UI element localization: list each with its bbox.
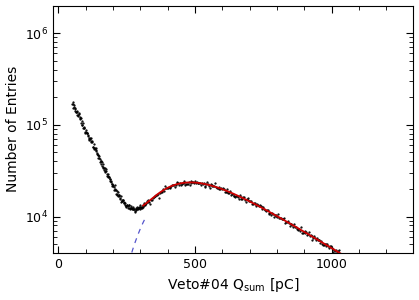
Y-axis label: Number of Entries: Number of Entries — [5, 66, 20, 192]
X-axis label: Veto#04 Q$_{\mathrm{sum}}$ [pC]: Veto#04 Q$_{\mathrm{sum}}$ [pC] — [167, 276, 300, 294]
